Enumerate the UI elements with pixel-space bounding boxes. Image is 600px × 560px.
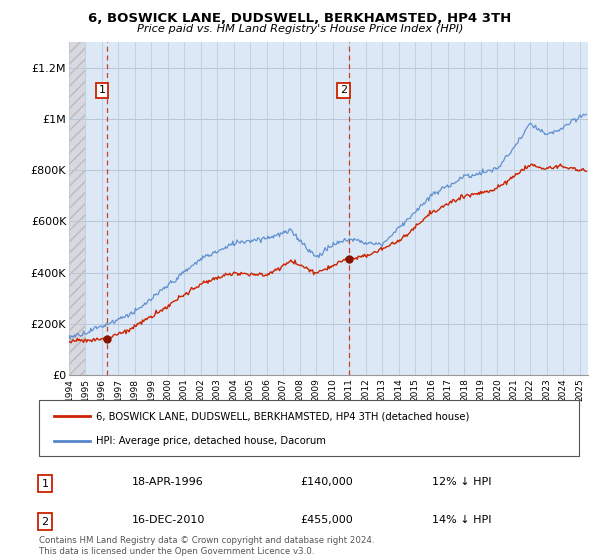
Text: HPI: Average price, detached house, Dacorum: HPI: Average price, detached house, Daco… xyxy=(96,436,326,446)
Text: 1: 1 xyxy=(98,85,106,95)
Text: 6, BOSWICK LANE, DUDSWELL, BERKHAMSTED, HP4 3TH: 6, BOSWICK LANE, DUDSWELL, BERKHAMSTED, … xyxy=(88,12,512,25)
Text: 16-DEC-2010: 16-DEC-2010 xyxy=(132,515,205,525)
Bar xyxy=(69,42,85,375)
Text: 18-APR-1996: 18-APR-1996 xyxy=(132,477,204,487)
Text: 1: 1 xyxy=(41,479,49,488)
Text: Price paid vs. HM Land Registry's House Price Index (HPI): Price paid vs. HM Land Registry's House … xyxy=(137,24,463,34)
Text: £140,000: £140,000 xyxy=(300,477,353,487)
Text: £455,000: £455,000 xyxy=(300,515,353,525)
Text: 12% ↓ HPI: 12% ↓ HPI xyxy=(432,477,491,487)
Text: Contains HM Land Registry data © Crown copyright and database right 2024.
This d: Contains HM Land Registry data © Crown c… xyxy=(39,536,374,556)
Text: 2: 2 xyxy=(340,85,347,95)
Text: 2: 2 xyxy=(41,517,49,526)
Text: 14% ↓ HPI: 14% ↓ HPI xyxy=(432,515,491,525)
Text: 6, BOSWICK LANE, DUDSWELL, BERKHAMSTED, HP4 3TH (detached house): 6, BOSWICK LANE, DUDSWELL, BERKHAMSTED, … xyxy=(96,411,469,421)
